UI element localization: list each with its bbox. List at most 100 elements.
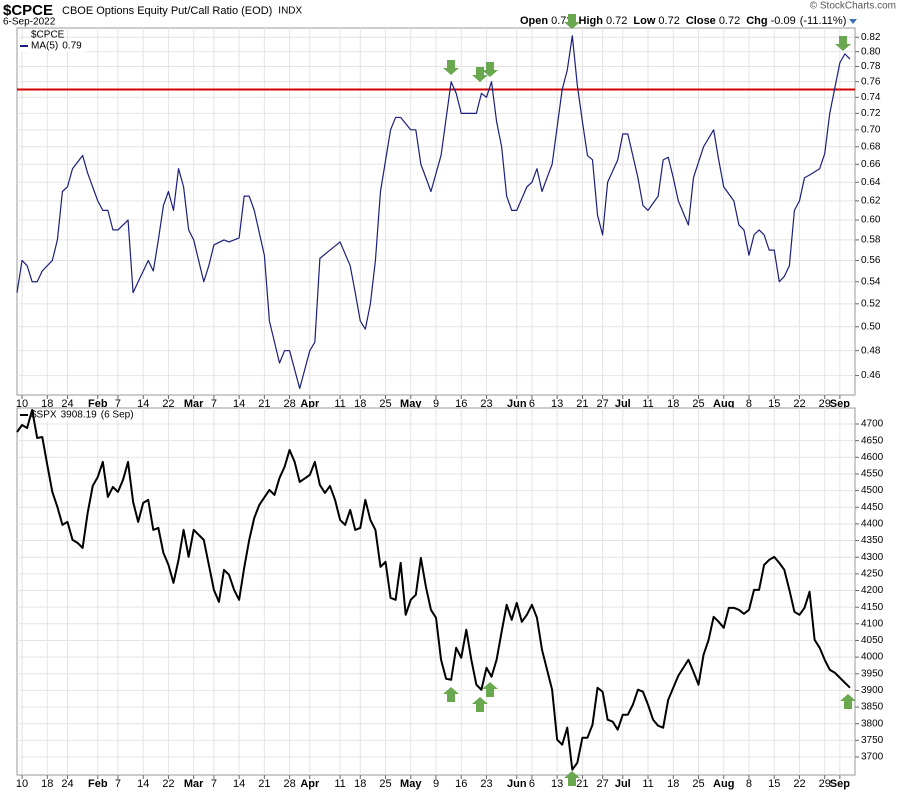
y-tick-label: 4050 — [861, 635, 884, 646]
x-tick-label: 14 — [233, 398, 245, 410]
x-tick-label: Apr — [300, 778, 320, 790]
x-tick-label: 15 — [768, 398, 780, 410]
chart-title: CBOE Options Equity Put/Call Ratio (EOD) — [62, 5, 272, 17]
x-tick-label: Jul — [615, 398, 631, 410]
y-tick-label: 4200 — [861, 585, 884, 596]
x-tick-label: 21 — [258, 778, 270, 790]
x-tick-label: Jun — [507, 778, 527, 790]
x-tick-label: 7 — [211, 778, 217, 790]
y-tick-label: 0.70 — [861, 124, 881, 135]
y-tick-label: 4500 — [861, 485, 884, 496]
x-tick-label: 14 — [137, 398, 149, 410]
legend-box — [18, 40, 87, 52]
x-tick-label: Sep — [830, 778, 850, 790]
x-tick-label: 13 — [551, 778, 563, 790]
x-tick-label: Jun — [507, 398, 527, 410]
legend-label: $SPX — [31, 410, 57, 421]
x-tick-label: 14 — [233, 778, 245, 790]
legend-value: 3908.19 — [61, 410, 98, 421]
x-tick-label: 22 — [793, 398, 805, 410]
x-tick-label: 29 — [819, 778, 831, 790]
y-tick-label: 0.48 — [861, 345, 881, 356]
x-tick-label: 8 — [746, 398, 752, 410]
x-tick-label: 9 — [433, 398, 439, 410]
panel: 0.46 0.48 0.50 0.52 0.54 0.56 0.58 0.60 0.62 0.64… — [16, 27, 881, 410]
x-tick-label: 21 — [258, 398, 270, 410]
x-tick-label: 29 — [819, 398, 831, 410]
y-tick-label: 4450 — [861, 502, 884, 513]
x-tick-label: Sep — [830, 398, 850, 410]
x-tick-label: 6 — [529, 778, 535, 790]
x-tick-label: 25 — [379, 778, 391, 790]
x-tick-label: 28 — [283, 778, 295, 790]
quote-value: 0.72 — [719, 15, 740, 27]
change-pct: (-11.11%) — [800, 15, 847, 27]
x-tick-label: 18 — [354, 398, 366, 410]
y-tick-label: 4100 — [861, 618, 884, 629]
x-tick-label: 22 — [162, 398, 174, 410]
panel: 3700 3750 3800 3850 3900 3950 4000 4050 4100 4150… — [16, 407, 884, 790]
legend-value: 0.79 — [62, 41, 82, 52]
exchange: INDX — [278, 6, 302, 17]
y-tick-label: 0.72 — [861, 108, 881, 119]
x-tick-label: 25 — [692, 778, 704, 790]
x-tick-label: 16 — [455, 398, 467, 410]
x-tick-label: May — [400, 398, 422, 410]
x-tick-label: 14 — [137, 778, 149, 790]
x-tick-label: 23 — [480, 398, 492, 410]
y-tick-label: 0.80 — [861, 46, 881, 57]
x-tick-label: 9 — [433, 778, 439, 790]
x-tick-label: 13 — [551, 398, 563, 410]
x-tick-label: Aug — [713, 778, 734, 790]
x-tick-label: 21 — [576, 778, 588, 790]
x-tick-label: 24 — [61, 398, 73, 410]
y-tick-label: 0.54 — [861, 276, 881, 287]
quote-label: Chg — [746, 15, 767, 27]
x-tick-label: 22 — [162, 778, 174, 790]
x-tick-label: Feb — [88, 398, 108, 410]
y-tick-label: 0.46 — [861, 370, 881, 381]
legend-date: (6 Sep) — [101, 410, 134, 421]
y-tick-label: 3900 — [861, 685, 884, 696]
x-tick-label: Mar — [184, 398, 204, 410]
quote-value: -0.09 — [771, 15, 796, 27]
y-tick-label: 4400 — [861, 519, 884, 530]
x-tick-label: 18 — [41, 778, 53, 790]
y-tick-label: 0.58 — [861, 235, 881, 246]
quote-value: 0.72 — [658, 15, 679, 27]
series-line — [16, 35, 851, 390]
x-tick-label: 10 — [16, 778, 28, 790]
x-tick-label: 18 — [41, 398, 53, 410]
y-tick-label: 4650 — [861, 435, 884, 446]
legend-box — [18, 409, 139, 421]
y-tick-label: 4000 — [861, 652, 884, 663]
x-tick-label: Apr — [300, 398, 320, 410]
quote-value: 0.72 — [606, 15, 627, 27]
x-tick-label: 25 — [379, 398, 391, 410]
panels: 0.46 0.48 0.50 0.52 0.54 0.56 0.58 0.60 0.62 0.64… — [16, 27, 884, 790]
dropdown-icon[interactable] — [849, 19, 857, 24]
x-tick-label: 18 — [667, 778, 679, 790]
x-tick-label: 23 — [480, 778, 492, 790]
y-tick-label: 0.78 — [861, 61, 881, 72]
x-tick-label: Feb — [88, 778, 108, 790]
x-tick-label: 21 — [576, 398, 588, 410]
y-tick-label: 0.76 — [861, 76, 881, 87]
y-tick-label: 4700 — [861, 419, 884, 430]
quote: Open 0.72 High 0.72 Low 0.72 Close 0.72 Chg -0.09… — [520, 15, 846, 27]
x-tick-label: 28 — [283, 398, 295, 410]
x-tick-label: 15 — [768, 778, 780, 790]
copyright: © StockCharts.com — [810, 1, 896, 12]
quote-label: Low — [633, 15, 655, 27]
x-tick-label: 7 — [115, 398, 121, 410]
y-tick-label: 4550 — [861, 469, 884, 480]
legend: $SPX 3908.19 (6 Sep) — [18, 409, 139, 421]
y-tick-label: 4350 — [861, 535, 884, 546]
x-tick-label: 10 — [16, 398, 28, 410]
y-tick-label: 3700 — [861, 752, 884, 763]
x-tick-label: 22 — [793, 778, 805, 790]
y-tick-label: 3950 — [861, 668, 884, 679]
y-tick-label: 0.74 — [861, 92, 881, 103]
x-tick-label: Aug — [713, 398, 734, 410]
